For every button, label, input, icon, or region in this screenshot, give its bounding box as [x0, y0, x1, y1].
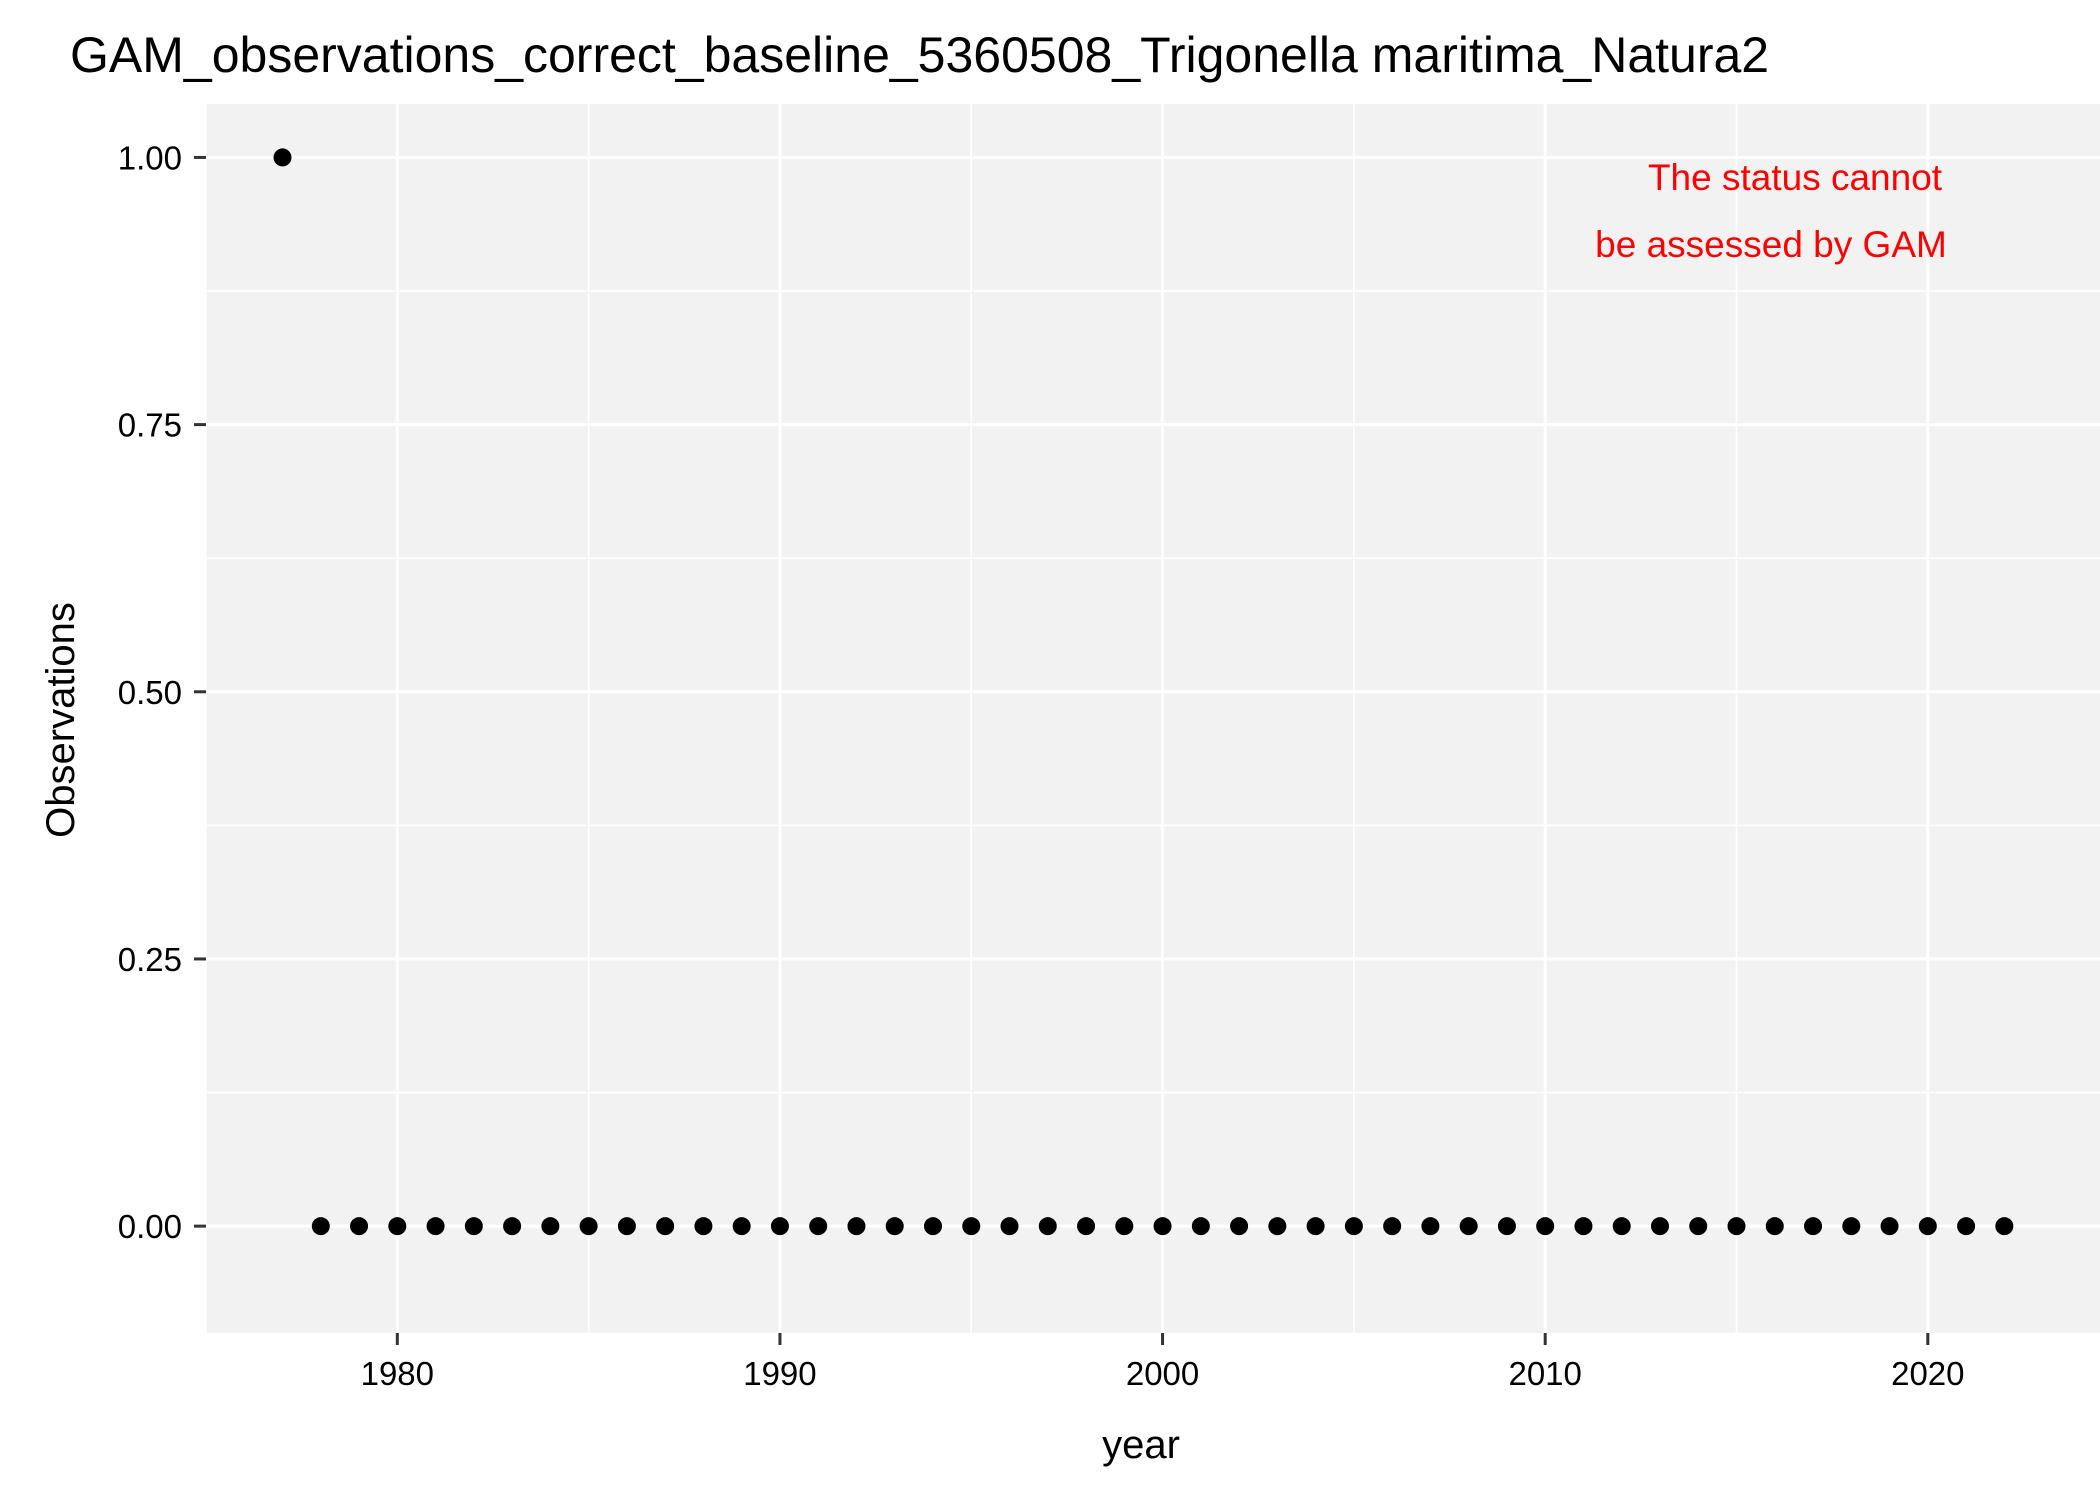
- grid-minor: [205, 104, 2100, 1333]
- data-point: [1421, 1217, 1440, 1236]
- grid-major: [206, 104, 2100, 1333]
- data-point: [1497, 1217, 1516, 1236]
- data-point: [885, 1217, 904, 1236]
- data-point: [1383, 1217, 1402, 1236]
- data-point: [1918, 1217, 1937, 1236]
- data-point: [350, 1217, 369, 1236]
- annotation-line-1: The status cannot: [1648, 157, 1943, 198]
- y-tick-label: 0.00: [118, 1208, 182, 1245]
- data-point: [1574, 1217, 1593, 1236]
- data-point: [1191, 1217, 1210, 1236]
- data-point: [732, 1217, 751, 1236]
- data-point: [1268, 1217, 1287, 1236]
- data-point: [694, 1217, 713, 1236]
- data-point: [1650, 1217, 1669, 1236]
- y-axis: 0.00 0.25 0.50 0.75 1.00: [118, 139, 206, 1245]
- data-point: [1153, 1217, 1172, 1236]
- data-point: [1689, 1217, 1708, 1236]
- data-point: [809, 1217, 828, 1236]
- data-point: [579, 1217, 598, 1236]
- data-point: [1880, 1217, 1899, 1236]
- x-tick-label: 2020: [1891, 1355, 1964, 1392]
- data-point: [388, 1217, 407, 1236]
- data-point: [847, 1217, 866, 1236]
- x-axis: 1980 1990 2000 2010 2020: [361, 1333, 1965, 1392]
- x-tick-label: 2000: [1126, 1355, 1199, 1392]
- x-tick-label: 2010: [1508, 1355, 1581, 1392]
- data-point: [1306, 1217, 1325, 1236]
- data-point: [1344, 1217, 1363, 1236]
- data-point: [1536, 1217, 1555, 1236]
- data-point: [923, 1217, 942, 1236]
- data-point: [770, 1217, 789, 1236]
- annotation-line-2: be assessed by GAM: [1595, 224, 1947, 265]
- data-point: [1459, 1217, 1478, 1236]
- data-point: [464, 1217, 483, 1236]
- data-point: [962, 1217, 981, 1236]
- data-point: [1038, 1217, 1057, 1236]
- data-point: [1612, 1217, 1631, 1236]
- y-tick-label: 1.00: [118, 139, 182, 176]
- data-point: [1995, 1217, 2014, 1236]
- data-points: [273, 148, 2014, 1236]
- data-point: [1077, 1217, 1096, 1236]
- data-point: [617, 1217, 636, 1236]
- data-point: [1727, 1217, 1746, 1236]
- data-point: [541, 1217, 560, 1236]
- y-tick-label: 0.50: [118, 674, 182, 711]
- x-axis-label: year: [1102, 1423, 1180, 1467]
- x-tick-label: 1990: [743, 1355, 816, 1392]
- data-point: [1000, 1217, 1019, 1236]
- data-point: [1804, 1217, 1823, 1236]
- y-axis-label: Observations: [39, 602, 83, 838]
- x-tick-label: 1980: [361, 1355, 434, 1392]
- data-point: [656, 1217, 675, 1236]
- y-tick-label: 0.75: [118, 407, 182, 444]
- data-point: [1115, 1217, 1134, 1236]
- y-tick-label: 0.25: [118, 941, 182, 978]
- data-point: [311, 1217, 330, 1236]
- chart-title: GAM_observations_correct_baseline_536050…: [70, 27, 1769, 83]
- data-point: [1230, 1217, 1249, 1236]
- data-point: [1842, 1217, 1861, 1236]
- data-point: [426, 1217, 445, 1236]
- data-point: [1765, 1217, 1784, 1236]
- data-point: [273, 148, 292, 167]
- data-point: [503, 1217, 522, 1236]
- panel-background: [206, 104, 2100, 1333]
- data-point: [1957, 1217, 1976, 1236]
